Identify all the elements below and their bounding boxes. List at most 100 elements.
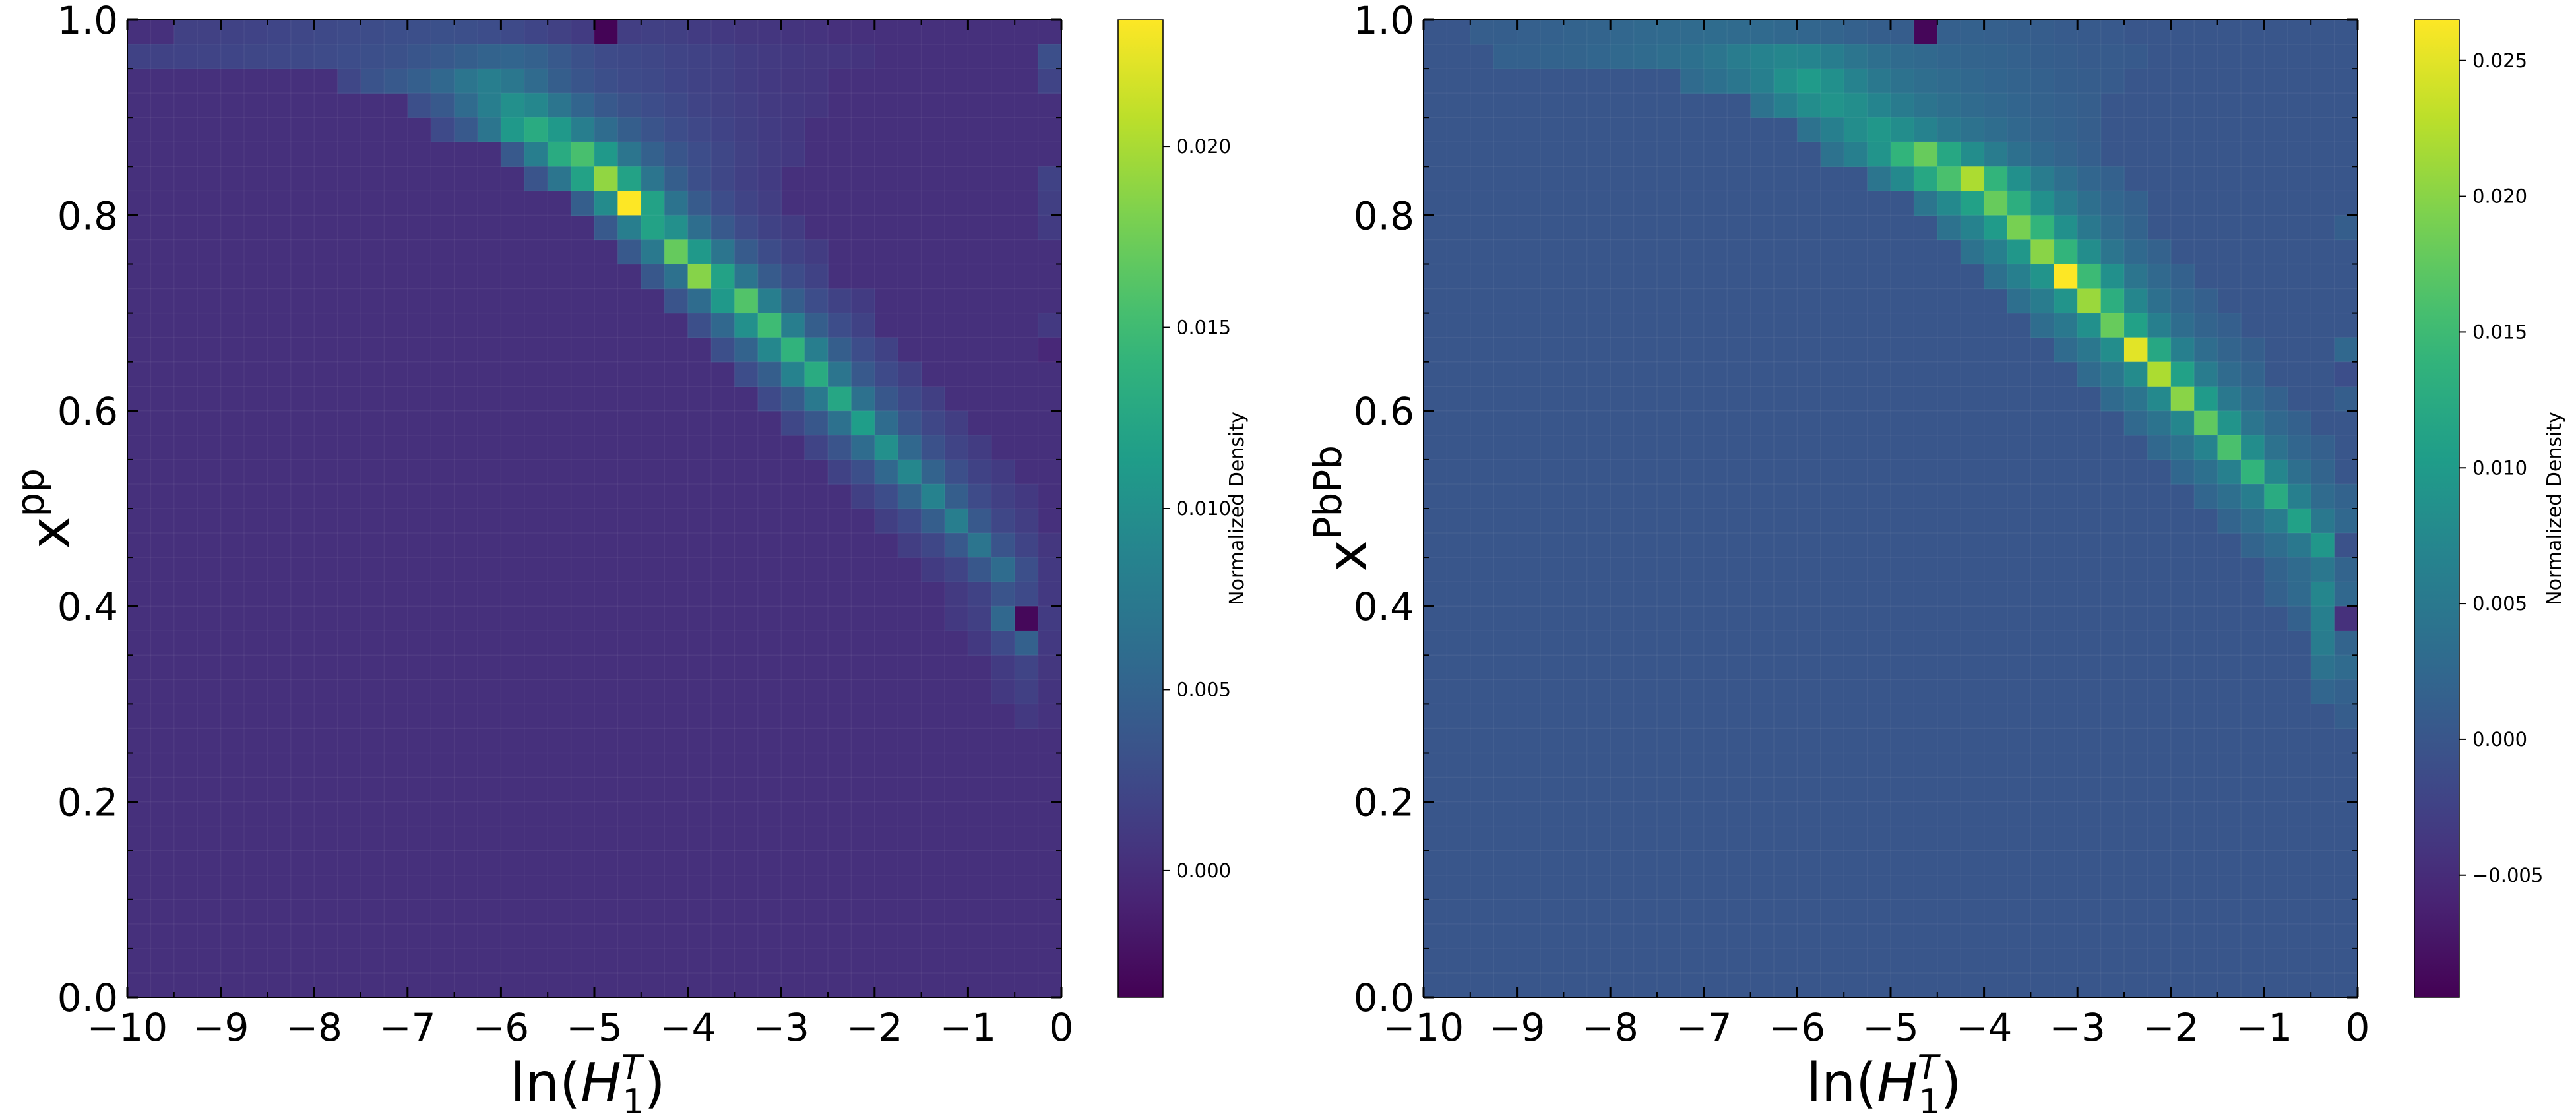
heatmap-cell — [711, 337, 735, 363]
heatmap-cell — [2170, 459, 2195, 485]
heatmap-cell — [617, 142, 642, 167]
heatmap-cell — [1891, 166, 1914, 191]
heatmap-cell — [617, 215, 642, 241]
heatmap-cell — [1820, 117, 1844, 142]
y-tick-label: 0.6 — [1354, 389, 1414, 434]
heatmap-cell — [1867, 117, 1891, 142]
heatmap-cell — [641, 264, 665, 290]
heatmap-cell — [664, 44, 689, 69]
heatmap-cell — [921, 410, 945, 436]
heatmap-cell — [2077, 93, 2102, 118]
heatmap-cell — [711, 20, 735, 45]
heatmap-cell — [641, 166, 665, 191]
heatmap-cell — [2124, 410, 2148, 436]
heatmap-cell — [734, 93, 759, 118]
heatmap-cell — [757, 239, 782, 265]
heatmap-cell — [2194, 361, 2218, 387]
heatmap-cell — [1891, 44, 1914, 69]
heatmap-cell — [734, 20, 759, 45]
heatmap-cell — [2334, 215, 2358, 241]
heatmap-cell — [968, 582, 992, 607]
x-tick-label: −9 — [1489, 1005, 1546, 1050]
heatmap-cell — [220, 20, 245, 45]
colorbar-tick-label: 0.015 — [1176, 317, 1231, 339]
colorbar-tick-label: 0.000 — [1176, 859, 1231, 882]
heatmap-cell — [1984, 117, 2008, 142]
heatmap-cell — [851, 44, 875, 69]
heatmap-cell — [501, 117, 525, 142]
heatmap-cell — [1914, 20, 1938, 45]
heatmap-cell — [1038, 679, 1062, 704]
heatmap-cell — [1703, 69, 1728, 94]
heatmap-cell — [1937, 20, 1961, 45]
heatmap-cell — [2217, 386, 2242, 412]
heatmap-cell — [1961, 117, 1985, 142]
heatmap-cell — [2077, 337, 2102, 363]
heatmap-cell — [641, 117, 665, 142]
heatmap-cell — [804, 386, 829, 412]
colorbar-gradient — [1117, 19, 1164, 998]
colorbar-tick-label: −0.005 — [2472, 864, 2543, 886]
heatmap-cell — [2100, 386, 2125, 412]
heatmap-cell — [851, 313, 875, 338]
heatmap-cell — [2054, 20, 2078, 45]
heatmap-cell — [2100, 215, 2125, 241]
heatmap-cell — [711, 117, 735, 142]
heatmap-cell — [687, 44, 712, 69]
heatmap-cell — [2030, 215, 2055, 241]
heatmap-cell — [1797, 20, 1821, 45]
heatmap-cell — [641, 239, 665, 265]
heatmap-cell — [2030, 288, 2055, 314]
heatmap-cell — [2124, 337, 2148, 363]
heatmap-cell — [851, 410, 875, 436]
heatmap-cell — [991, 459, 1015, 485]
heatmap-cell — [1984, 69, 2008, 94]
heatmap-cell — [617, 20, 642, 45]
x-tick-label: 0 — [2346, 1005, 2370, 1050]
heatmap-cell — [1961, 142, 1985, 167]
heatmap-cell — [734, 313, 759, 338]
heatmap-cell — [1797, 69, 1821, 94]
heatmap-cell — [945, 606, 968, 631]
heatmap-cell — [2100, 313, 2125, 338]
heatmap-cell — [711, 69, 735, 94]
heatmap-cell — [1750, 20, 1775, 45]
heatmap-cell — [2100, 337, 2125, 363]
pp-y-axis-label: xpp — [8, 468, 82, 549]
heatmap-cell — [2007, 69, 2031, 94]
heatmap-cell — [968, 631, 992, 656]
heatmap-cell — [711, 239, 735, 265]
heatmap-cell — [1937, 215, 1961, 241]
heatmap-cell — [874, 459, 898, 485]
heatmap-cell — [641, 93, 665, 118]
heatmap-cell — [524, 117, 548, 142]
heatmap-cell — [2077, 20, 2102, 45]
heatmap-cell — [687, 69, 712, 94]
heatmap-cell — [478, 44, 501, 69]
heatmap-cell — [2007, 20, 2031, 45]
heatmap-cell — [1470, 20, 1494, 45]
heatmap-cell — [571, 69, 595, 94]
heatmap-cell — [898, 435, 922, 460]
heatmap-cell — [687, 215, 712, 241]
heatmap-cell — [734, 288, 759, 314]
heatmap-cell — [641, 44, 665, 69]
heatmap-cell — [1015, 631, 1039, 656]
heatmap-cell — [921, 509, 945, 534]
heatmap-cell — [1015, 533, 1039, 558]
colorbar-tick-label: 0.025 — [2472, 49, 2527, 72]
heatmap-cell — [2334, 606, 2358, 631]
heatmap-cell — [711, 288, 735, 314]
heatmap-cell — [664, 215, 689, 241]
heatmap-cell — [898, 459, 922, 485]
heatmap-cell — [361, 44, 385, 69]
heatmap-cell — [711, 313, 735, 338]
heatmap-cell — [945, 435, 968, 460]
heatmap-cell — [1038, 69, 1062, 94]
heatmap-cell — [1867, 69, 1891, 94]
heatmap-cell — [571, 191, 595, 216]
heatmap-cell — [1633, 20, 1658, 45]
heatmap-cell — [1984, 264, 2008, 290]
heatmap-cell — [2030, 20, 2055, 45]
heatmap-cell — [2334, 337, 2358, 363]
